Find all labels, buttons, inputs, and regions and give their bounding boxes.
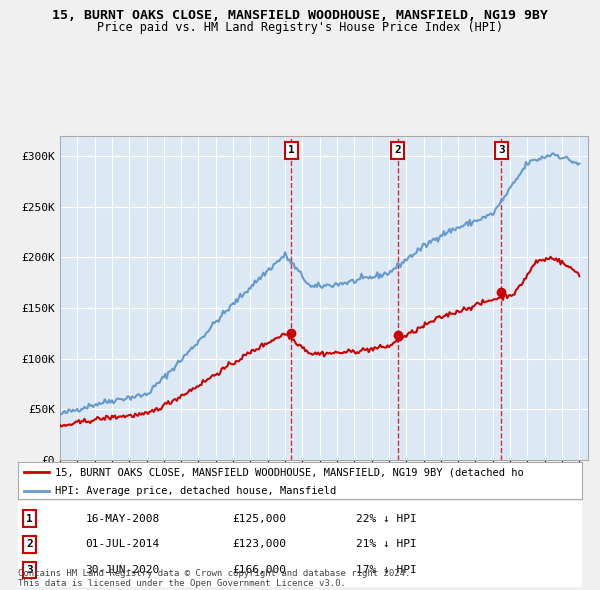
Text: 2: 2 <box>26 539 32 549</box>
Text: £123,000: £123,000 <box>232 539 286 549</box>
Text: HPI: Average price, detached house, Mansfield: HPI: Average price, detached house, Mans… <box>55 486 336 496</box>
Text: 3: 3 <box>498 146 505 155</box>
Text: 1: 1 <box>288 146 295 155</box>
Text: 22% ↓ HPI: 22% ↓ HPI <box>356 514 417 523</box>
Text: Price paid vs. HM Land Registry's House Price Index (HPI): Price paid vs. HM Land Registry's House … <box>97 21 503 34</box>
Text: 21% ↓ HPI: 21% ↓ HPI <box>356 539 417 549</box>
Text: 15, BURNT OAKS CLOSE, MANSFIELD WOODHOUSE, MANSFIELD, NG19 9BY (detached ho: 15, BURNT OAKS CLOSE, MANSFIELD WOODHOUS… <box>55 467 523 477</box>
Text: 17% ↓ HPI: 17% ↓ HPI <box>356 565 417 575</box>
Text: 30-JUN-2020: 30-JUN-2020 <box>86 565 160 575</box>
Text: £166,000: £166,000 <box>232 565 286 575</box>
Text: 16-MAY-2008: 16-MAY-2008 <box>86 514 160 523</box>
Text: 3: 3 <box>26 565 32 575</box>
Text: 15, BURNT OAKS CLOSE, MANSFIELD WOODHOUSE, MANSFIELD, NG19 9BY: 15, BURNT OAKS CLOSE, MANSFIELD WOODHOUS… <box>52 9 548 22</box>
Text: Contains HM Land Registry data © Crown copyright and database right 2024.
This d: Contains HM Land Registry data © Crown c… <box>18 569 410 588</box>
Text: 2: 2 <box>394 146 401 155</box>
Text: 01-JUL-2014: 01-JUL-2014 <box>86 539 160 549</box>
Text: 1: 1 <box>26 514 32 523</box>
Text: £125,000: £125,000 <box>232 514 286 523</box>
